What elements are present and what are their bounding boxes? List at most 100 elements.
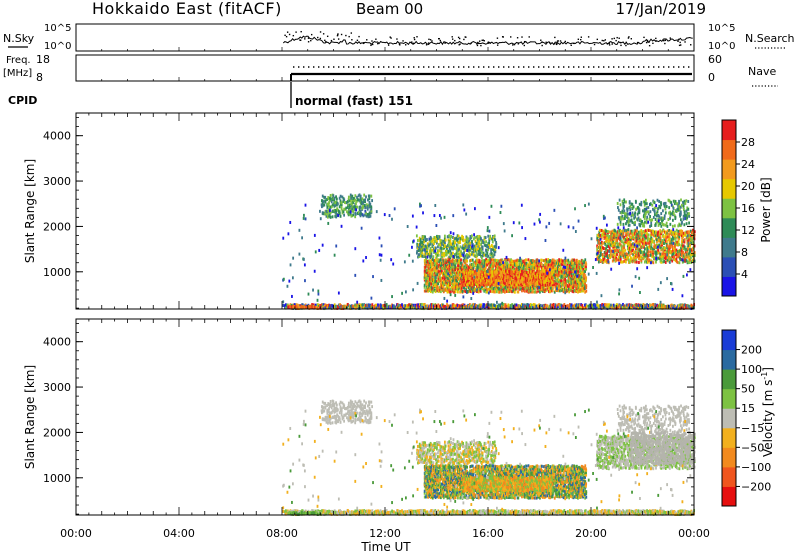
- power-echo-cell: [491, 265, 494, 269]
- power-echo-cell: [486, 279, 489, 283]
- power-echo-cell: [555, 274, 558, 278]
- power-echo-cell: [454, 304, 457, 308]
- power-echo-cell: [641, 245, 644, 249]
- power-echo-cell: [529, 304, 531, 308]
- power-echo-cell: [416, 242, 419, 246]
- power-echo-cell: [625, 260, 627, 264]
- power-echo-cell: [625, 257, 628, 261]
- power-echo-cell: [476, 259, 479, 263]
- power-echo-cell: [481, 250, 483, 254]
- power-echo-cell: [580, 276, 583, 280]
- power-echo-cell: [433, 284, 436, 288]
- power-echo-cell: [606, 259, 608, 263]
- power-echo-cell: [563, 281, 566, 285]
- power-echo-cell: [508, 274, 511, 278]
- power-echo-cell: [622, 306, 625, 310]
- power-echo-cell: [549, 276, 552, 280]
- power-echo-cell: [606, 238, 609, 242]
- power-echo-cell: [623, 237, 626, 241]
- power-echo-cell: [571, 261, 574, 265]
- power-echo-cell: [604, 259, 607, 263]
- power-echo-cell: [598, 228, 601, 232]
- power-echo-cell: [597, 241, 600, 245]
- power-echo-cell: [616, 303, 619, 307]
- power-echo-cell: [391, 306, 393, 310]
- power-echo-cell: [489, 258, 492, 262]
- power-echo-cell: [449, 287, 452, 291]
- power-echo-cell: [532, 274, 535, 278]
- power-echo-cell: [612, 234, 615, 238]
- power-echo-cell: [448, 255, 451, 259]
- power-echo-cell: [632, 236, 635, 240]
- power-echo-cell: [621, 247, 624, 251]
- power-echo-cell: [439, 276, 441, 280]
- nsearch-point: [556, 43, 558, 46]
- power-echo-cell: [560, 288, 563, 292]
- power-echo-cell: [612, 252, 615, 256]
- power-echo-cell: [369, 214, 372, 218]
- power-echo-cell: [559, 267, 562, 271]
- nsearch-point: [646, 39, 649, 42]
- power-echo-cell: [525, 287, 528, 291]
- nsearch-point: [611, 38, 613, 40]
- power-echo-cell: [488, 272, 491, 276]
- power-echo-cell: [513, 267, 515, 271]
- power-echo-cell: [431, 269, 434, 273]
- power-echo-cell: [508, 269, 511, 273]
- power-echo-cell: [529, 272, 531, 276]
- power-echo-cell: [451, 276, 454, 280]
- power-echo-cell: [369, 303, 372, 307]
- power-echo-cell: [350, 203, 353, 207]
- power-echo-cell: [434, 246, 436, 250]
- power-echo-cell: [428, 243, 431, 247]
- nsearch-point: [340, 33, 343, 36]
- power-echo-cell: [518, 271, 521, 275]
- power-echo-cell: [599, 241, 602, 245]
- power-echo-cell: [452, 247, 454, 251]
- power-echo-cell: [415, 251, 418, 255]
- power-echo-cell: [623, 259, 626, 263]
- power-echo-cell: [510, 270, 513, 274]
- power-echo-cell: [629, 303, 631, 307]
- power-echo-cell: [643, 247, 646, 251]
- power-echo-cell: [436, 249, 439, 253]
- power-echo-cell: [565, 264, 568, 268]
- power-echo-cell: [330, 200, 333, 204]
- power-echo-cell: [326, 215, 329, 219]
- power-echo-cell: [421, 236, 424, 240]
- power-echo-cell: [516, 286, 519, 290]
- power-echo-cell: [684, 306, 687, 310]
- power-echo-cell: [459, 281, 461, 285]
- power-echo-cell: [341, 209, 344, 213]
- power-echo-cell: [429, 270, 432, 274]
- power-echo-cell: [444, 241, 446, 245]
- power-echo-cell: [451, 281, 454, 285]
- power-echo-cell: [531, 275, 534, 279]
- power-echo-cell: [471, 303, 474, 307]
- power-echo-cell: [551, 281, 554, 285]
- power-echo-cell: [429, 286, 431, 290]
- power-echo-cell: [471, 234, 473, 238]
- power-echo-cell: [582, 289, 585, 293]
- power-echo-cell: [651, 306, 654, 310]
- power-echo-cell: [574, 261, 577, 265]
- power-echo-cell: [605, 229, 607, 233]
- power-echo-cell: [602, 303, 605, 307]
- power-echo-cell: [470, 251, 473, 255]
- power-echo-cell: [481, 263, 484, 267]
- power-echo-cell: [488, 242, 490, 246]
- power-echo-cell: [373, 306, 375, 310]
- power-echo-cell: [443, 267, 446, 271]
- power-echo-cell: [433, 266, 436, 270]
- power-echo-cell: [584, 282, 586, 286]
- power-echo-cell: [408, 303, 411, 307]
- power-echo-cell: [564, 277, 567, 281]
- power-echo-cell: [481, 270, 484, 274]
- power-echo-cell: [606, 245, 609, 249]
- power-echo-cell: [458, 279, 461, 283]
- power-echo-cell: [564, 261, 567, 265]
- power-echo-cell: [433, 278, 436, 282]
- power-echo-cell: [514, 259, 517, 263]
- power-echo-cell: [504, 259, 507, 263]
